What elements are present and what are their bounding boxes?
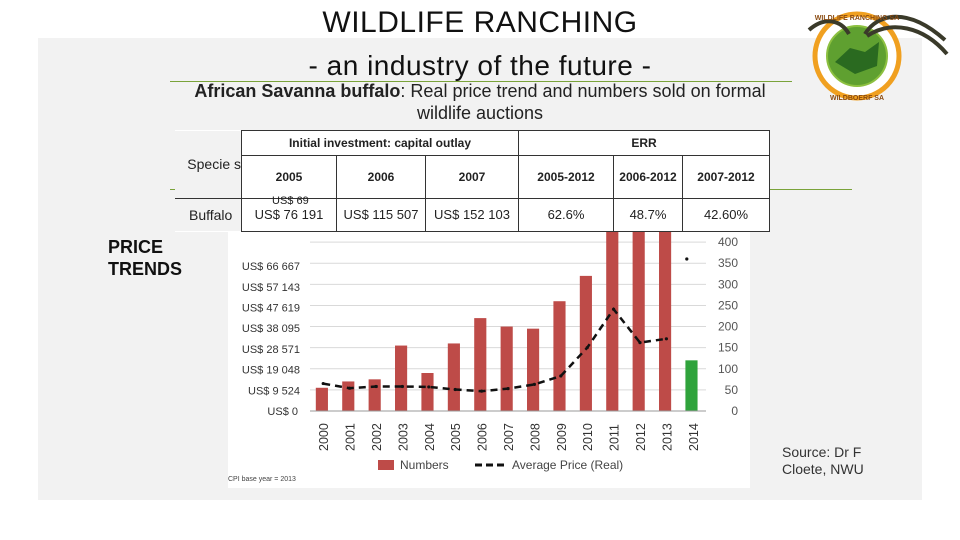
- x-tick-label: 2003: [396, 423, 410, 451]
- bar: [421, 373, 434, 411]
- left-axis-tick-label: US$ 47 619: [242, 303, 300, 315]
- slide-title-line-2: - an industry of the future -: [308, 50, 652, 81]
- left-axis-tick-label: US$ 66 667: [242, 261, 300, 273]
- err-2-cell: 48.7%: [613, 198, 683, 232]
- right-axis-tick-label: 100: [718, 362, 738, 376]
- bar: [395, 345, 408, 411]
- right-axis-tick-label: 350: [718, 256, 738, 270]
- right-axis-tick-label: 250: [718, 298, 738, 312]
- left-axis-tick-label: US$ 38 095: [242, 323, 300, 335]
- bar: [342, 381, 355, 411]
- price-point: [685, 257, 689, 261]
- x-tick-label: 2005: [449, 423, 463, 451]
- price-point: [532, 382, 536, 386]
- chart-panel: 0 50 100 150 200 250 300 350 400 US$ 0 US$ 9 524 US…: [228, 215, 750, 488]
- err-period-2-header: 2006-2012: [613, 155, 683, 199]
- bar: [368, 379, 381, 411]
- price-line: [322, 307, 667, 393]
- cpi-note: CPI base year = 2013: [228, 476, 296, 483]
- x-tick-label: 2006: [476, 423, 490, 451]
- investment-2005-cell: US$ 69 US$ 76 191: [241, 195, 337, 232]
- err-3-cell: 42.60%: [682, 198, 770, 232]
- x-tick-label: 2004: [423, 423, 437, 451]
- x-tick-label: 2009: [555, 423, 569, 451]
- right-axis-tick-label: 150: [718, 341, 738, 355]
- source-line-2: Cloete, NWU: [782, 461, 864, 477]
- bar: [315, 387, 328, 411]
- side-label-line-2: TRENDS: [108, 259, 183, 279]
- x-tick-label: 2012: [634, 423, 648, 451]
- left-axis-tick-label: US$ 57 143: [242, 282, 300, 294]
- side-label-line-1: PRICE: [108, 237, 164, 257]
- source-line-1: Source: Dr F: [782, 444, 862, 460]
- right-axis-tick-label: 300: [718, 277, 738, 291]
- bar: [474, 318, 487, 411]
- right-axis-tick-label: 200: [718, 320, 738, 334]
- legend-numbers-swatch: [378, 460, 394, 470]
- x-tick-label: 2000: [317, 423, 331, 451]
- x-tick-label: 2002: [370, 423, 384, 451]
- year-2005-header: 2005: [241, 155, 337, 199]
- err-period-3-header: 2007-2012: [682, 155, 770, 199]
- x-tick-label: 2001: [344, 423, 358, 451]
- err-1-cell: 62.6%: [518, 198, 614, 232]
- right-axis-tick-label: 0: [731, 404, 738, 418]
- bar: [685, 360, 698, 411]
- right-axis-tick-label: 50: [725, 383, 739, 397]
- slide-title-line-1: WILDLIFE RANCHING: [322, 6, 638, 39]
- legend-price-label: Average Price (Real): [512, 458, 623, 472]
- bar: [527, 328, 540, 411]
- x-tick-label: 2014: [687, 423, 701, 451]
- species-header: Specie s: [175, 130, 242, 199]
- bar: [579, 275, 592, 411]
- source-citation: Source: Dr F Cloete, NWU: [782, 444, 892, 478]
- bar: [447, 343, 460, 411]
- chart-axes: 0 50 100 150 200 250 300 350 400 US$ 0 US$ 9 524 US…: [242, 235, 738, 451]
- year-2006-header: 2006: [336, 155, 426, 199]
- bar: [632, 225, 645, 411]
- investment-2005-value: US$ 76 191: [254, 207, 324, 223]
- x-tick-label: 2010: [581, 423, 595, 451]
- bar: [659, 217, 672, 411]
- logo-text-top: WILDLIFE RANCHING SA: [815, 15, 899, 22]
- bar: [500, 326, 513, 411]
- chart-line: [321, 257, 689, 393]
- investment-header: Initial investment: capital outlay: [241, 130, 519, 156]
- x-tick-label: 2007: [502, 423, 516, 451]
- logo-text-bottom: WILDBOERF SA: [830, 95, 884, 102]
- investment-table: Specie s Initial investment: capital out…: [175, 130, 770, 232]
- price-trends-label: PRICE TRENDS: [108, 236, 182, 280]
- year-2007-header: 2007: [425, 155, 519, 199]
- x-tick-label: 2011: [608, 424, 622, 451]
- x-tick-label: 2008: [528, 423, 542, 451]
- wildlife-ranching-logo: WILDLIFE RANCHING SA WILDBOERF SA: [807, 11, 949, 102]
- subtitle-species: African Savanna buffalo: [194, 81, 401, 101]
- left-axis-tick-label: US$ 28 571: [242, 344, 300, 356]
- investment-2006-cell: US$ 115 507: [336, 198, 426, 232]
- err-period-1-header: 2005-2012: [518, 155, 614, 199]
- slide-subtitle: African Savanna buffalo: Real price tren…: [180, 80, 780, 124]
- subtitle-description: : Real price trend and numbers sold on f…: [400, 81, 766, 123]
- x-tick-label: 2013: [660, 423, 674, 451]
- overlap-fragment: US$ 69: [272, 195, 309, 207]
- bar: [606, 217, 619, 411]
- right-axis-tick-label: 400: [718, 235, 738, 249]
- bar: [553, 301, 566, 411]
- left-axis-tick-label: US$ 9 524: [248, 385, 300, 397]
- price-point: [664, 337, 668, 341]
- err-header: ERR: [518, 130, 770, 156]
- legend-numbers-label: Numbers: [400, 458, 449, 472]
- left-axis-tick-label: US$ 0: [267, 406, 298, 418]
- left-axis-tick-label: US$ 19 048: [242, 365, 300, 377]
- header-rule: [170, 81, 792, 82]
- chart-legend: Numbers Average Price (Real): [378, 458, 623, 472]
- chart-bars: [315, 217, 698, 411]
- price-point: [427, 385, 431, 389]
- buffalo-chart: 0 50 100 150 200 250 300 350 400 US$ 0 US$ 9 524 US…: [228, 217, 738, 483]
- species-cell: Buffalo: [175, 198, 242, 231]
- investment-2007-cell: US$ 152 103: [425, 198, 519, 232]
